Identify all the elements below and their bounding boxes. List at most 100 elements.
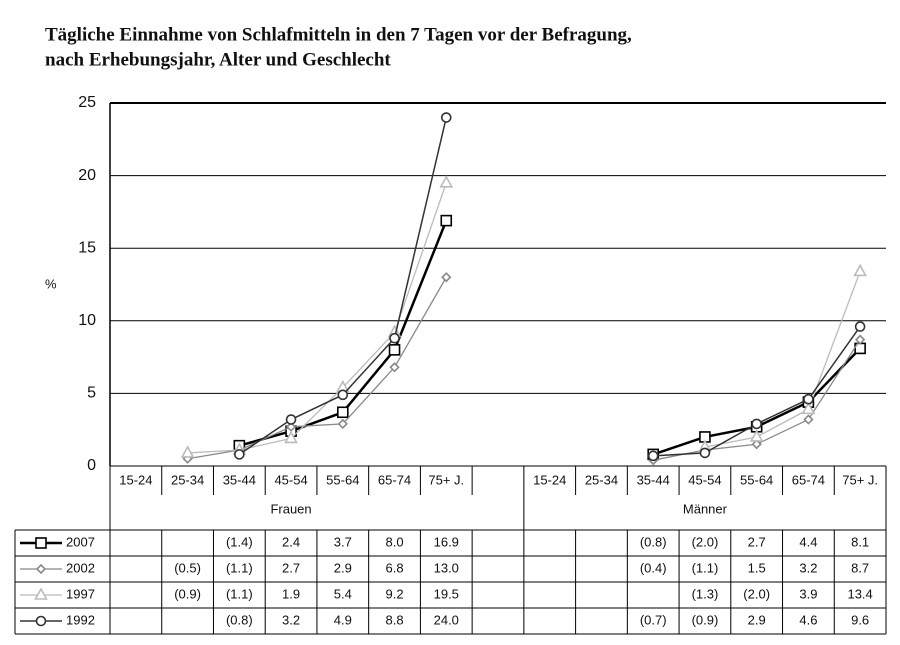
data-point (389, 332, 400, 344)
x-tick-label: 55-64 (740, 472, 773, 487)
data-point (389, 362, 400, 373)
data-label: 8.0 (385, 534, 403, 549)
data-point (855, 334, 866, 345)
legend-label: 1997 (66, 586, 95, 601)
data-label: (0.9) (174, 586, 201, 601)
data-point (388, 344, 401, 356)
x-tick-label: 65-74 (792, 472, 825, 487)
data-point (854, 321, 866, 332)
data-label: 19.5 (434, 586, 459, 601)
y-tick-label: 25 (78, 94, 96, 111)
group-label: Frauen (270, 501, 311, 516)
series-line (187, 276, 447, 460)
data-label: 8.7 (851, 560, 869, 575)
data-label: (0.4) (640, 560, 667, 575)
data-label: (1.3) (692, 586, 719, 601)
data-point (337, 418, 348, 430)
data-label: (0.8) (640, 534, 667, 549)
data-point (647, 450, 659, 462)
legend-marker (35, 537, 47, 549)
x-tick-label: 35-44 (223, 472, 256, 487)
legend-label: 2002 (66, 560, 95, 575)
data-label: 4.4 (799, 534, 817, 549)
y-tick-label: 5 (87, 385, 96, 402)
data-point (180, 445, 195, 458)
x-tick-label: 55-64 (326, 472, 359, 487)
data-point (234, 449, 245, 460)
y-tick-label: 0 (87, 457, 96, 474)
data-label: 5.4 (334, 586, 352, 601)
chart-title: nach Erhebungsjahr, Alter und Geschlecht (45, 49, 391, 70)
data-label: 1.5 (748, 560, 766, 575)
series-line (187, 182, 447, 454)
x-tick-label: 65-74 (378, 472, 411, 487)
x-tick-label: 25-34 (585, 472, 618, 487)
data-label: (1.1) (226, 586, 253, 601)
legend-label: 2007 (66, 534, 95, 549)
data-label: (2.0) (743, 586, 770, 601)
data-label: 4.6 (799, 612, 817, 627)
data-point (285, 414, 297, 425)
series-line (238, 117, 447, 456)
data-point (441, 272, 452, 283)
y-axis-label: % (45, 276, 57, 291)
data-point (803, 393, 814, 405)
data-label: (2.0) (692, 534, 719, 549)
x-tick-label: 35-44 (637, 472, 670, 487)
x-tick-label: 45-54 (274, 472, 307, 487)
series-line (704, 271, 861, 448)
data-point (803, 414, 814, 425)
x-tick-label: 45-54 (688, 472, 721, 487)
data-label: 6.8 (385, 560, 403, 575)
data-label: (0.7) (640, 612, 667, 627)
data-point (853, 263, 867, 277)
data-label: 16.9 (434, 534, 459, 549)
data-point (336, 406, 349, 419)
x-tick-label: 75+ J. (842, 472, 878, 487)
data-label: 3.2 (799, 560, 817, 575)
data-label: 13.0 (434, 560, 459, 575)
data-label: 2.7 (282, 560, 300, 575)
x-tick-label: 15-24 (533, 472, 566, 487)
data-label: 8.8 (385, 612, 403, 627)
data-label: (1.4) (226, 534, 253, 549)
legend-marker (34, 587, 48, 600)
data-label: (0.9) (692, 612, 719, 627)
legend-marker (35, 615, 47, 627)
data-point (337, 389, 349, 401)
y-tick-label: 15 (78, 239, 96, 256)
group-label: Männer (683, 501, 728, 516)
data-label: 2.4 (282, 534, 300, 549)
data-point (751, 439, 762, 450)
data-point (284, 430, 298, 444)
data-label: 2.9 (748, 612, 766, 627)
data-point (801, 401, 816, 415)
data-label: 2.7 (748, 534, 766, 549)
data-point (749, 429, 764, 442)
data-label: (1.1) (226, 560, 253, 575)
data-label: 1.9 (282, 586, 300, 601)
legend-marker (35, 563, 47, 575)
data-point (439, 175, 454, 188)
data-label: 3.9 (799, 586, 817, 601)
legend-label: 1992 (66, 612, 95, 627)
data-point (440, 214, 453, 227)
y-tick-label: 20 (78, 167, 96, 184)
data-label: 13.4 (847, 586, 872, 601)
data-label: 8.1 (851, 534, 869, 549)
data-label: (0.8) (226, 612, 253, 627)
data-label: (0.5) (174, 560, 201, 575)
data-label: 9.2 (385, 586, 403, 601)
data-label: 2.9 (334, 560, 352, 575)
x-tick-label: 15-24 (119, 472, 152, 487)
data-label: 9.6 (851, 612, 869, 627)
x-tick-label: 75+ J. (428, 472, 464, 487)
data-label: 24.0 (434, 612, 459, 627)
data-label: (1.1) (692, 560, 719, 575)
data-point (440, 112, 452, 123)
y-tick-label: 10 (78, 312, 96, 329)
data-label: 4.9 (334, 612, 352, 627)
chart-title: Tägliche Einnahme von Schlafmitteln in d… (45, 24, 632, 45)
data-label: 3.7 (334, 534, 352, 549)
